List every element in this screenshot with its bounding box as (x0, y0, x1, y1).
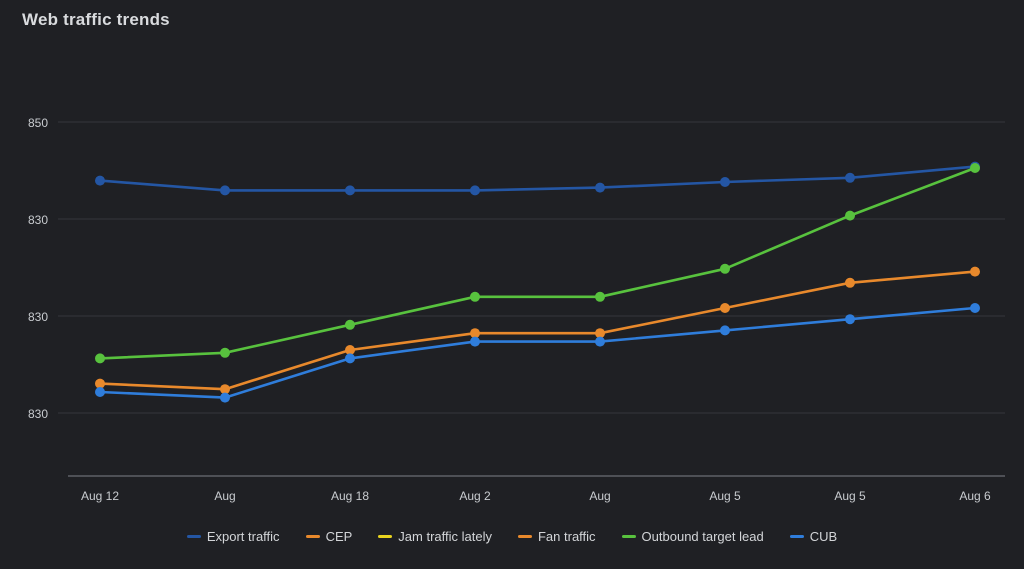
legend-swatch (305, 534, 320, 538)
legend-item: Outbound target lead (621, 528, 764, 544)
data-point (845, 314, 855, 325)
data-point (595, 336, 605, 347)
data-point (220, 347, 230, 358)
data-point (470, 291, 480, 302)
data-point (345, 345, 355, 355)
legend-label: Fan traffic (537, 528, 596, 544)
series-line-3 (98, 270, 977, 391)
data-point (720, 303, 730, 313)
x-tick-label: Aug (214, 489, 235, 503)
legend-label: Export traffic (206, 528, 280, 544)
data-point (220, 384, 230, 395)
ticks-layer: 850 830 830 830 Aug 12 Aug Aug 18 Aug 2 Aug Aug 5… (28, 116, 991, 503)
legend-label: Outbound target lead (641, 528, 764, 544)
legend-item: Fan traffic (517, 528, 596, 544)
legend-swatch (378, 534, 393, 538)
series-line-1 (98, 165, 977, 192)
data-point (470, 336, 480, 347)
series-layer (95, 161, 980, 403)
data-point (470, 185, 480, 196)
data-point (345, 319, 355, 330)
x-tick-label: Aug 18 (331, 489, 369, 503)
data-point (95, 175, 105, 186)
data-point (595, 291, 605, 302)
y-tick-label: 830 (28, 213, 48, 227)
data-point (95, 353, 105, 364)
data-point (95, 387, 105, 397)
legend-swatch (621, 534, 636, 538)
data-point (970, 266, 980, 277)
legend-item: Jam traffic lately (378, 529, 492, 544)
data-point (220, 392, 230, 403)
data-point (345, 185, 355, 196)
x-tick-label: Aug 5 (834, 489, 866, 503)
x-tick-label: Aug 5 (709, 489, 741, 503)
x-tick-label: Aug 6 (959, 489, 991, 503)
y-tick-label: 830 (28, 407, 48, 421)
data-point (220, 185, 230, 196)
legend-swatch (789, 534, 804, 538)
data-point (720, 177, 730, 187)
x-tick-label: Aug 12 (81, 489, 119, 503)
y-tick-label: 850 (28, 116, 48, 130)
legend-swatch (186, 534, 201, 538)
data-point (970, 303, 980, 313)
y-tick-label: 830 (28, 310, 48, 324)
legend-swatch (517, 534, 532, 538)
data-point (970, 163, 980, 173)
legend-item: Export traffic (186, 528, 280, 544)
series-line-4 (98, 306, 977, 399)
series-line-2 (98, 166, 977, 360)
chart-title: Web traffic trends (22, 10, 170, 29)
legend-label: CEP (325, 528, 353, 544)
data-point (845, 277, 855, 288)
data-point (845, 210, 855, 221)
data-point (595, 328, 605, 339)
data-point (720, 325, 730, 336)
legend-item: CUB (789, 528, 838, 544)
chart-legend: Export traffic CEP Jam traffic lately Fan t… (0, 524, 1024, 548)
data-point (720, 263, 730, 274)
legend-item: CEP (305, 528, 353, 544)
x-tick-label: Aug (589, 489, 610, 503)
legend-label: CUB (809, 528, 838, 544)
data-point (595, 182, 605, 193)
data-point (470, 328, 480, 339)
data-point (345, 353, 355, 364)
data-point (95, 378, 105, 389)
x-tick-label: Aug 2 (459, 489, 491, 503)
legend-label: Jam traffic lately (398, 528, 492, 544)
grid-layer (58, 121, 1005, 414)
data-point (845, 172, 855, 183)
